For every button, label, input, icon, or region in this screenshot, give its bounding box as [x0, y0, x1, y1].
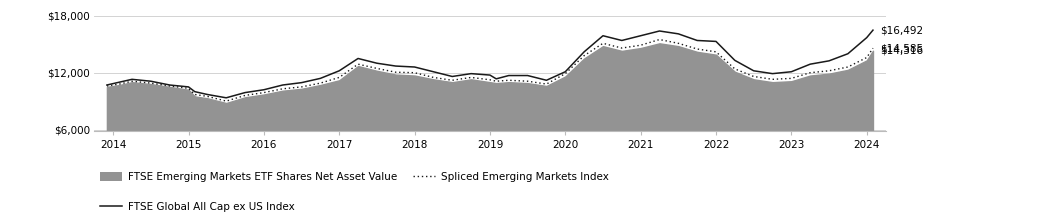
Text: $16,492: $16,492 — [880, 25, 923, 35]
Text: $14,585: $14,585 — [880, 43, 923, 53]
Legend: FTSE Global All Cap ex US Index: FTSE Global All Cap ex US Index — [100, 202, 294, 212]
Text: $14,316: $14,316 — [880, 46, 923, 56]
